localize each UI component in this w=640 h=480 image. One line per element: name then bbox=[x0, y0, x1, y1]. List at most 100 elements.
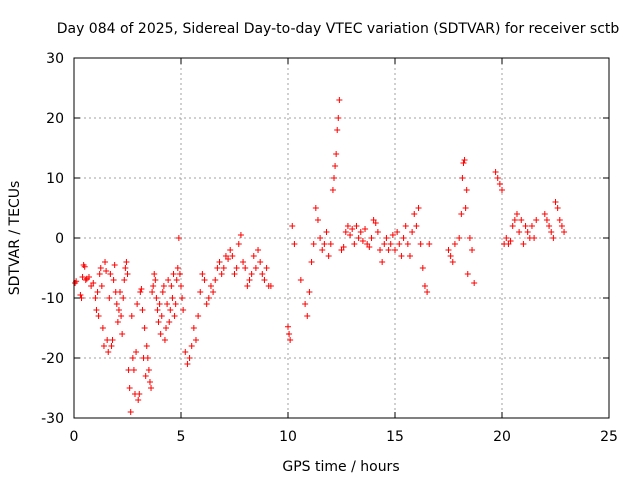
data-point bbox=[561, 229, 568, 235]
data-point bbox=[182, 349, 189, 355]
x-tick-label: 0 bbox=[70, 429, 79, 445]
y-tick-label: -30 bbox=[41, 411, 64, 427]
data-point bbox=[105, 349, 112, 355]
data-point bbox=[109, 337, 116, 343]
data-point bbox=[291, 241, 298, 247]
data-point bbox=[419, 265, 426, 271]
data-point bbox=[128, 313, 135, 319]
data-point bbox=[225, 256, 232, 262]
data-point bbox=[297, 277, 304, 283]
data-point bbox=[165, 277, 172, 283]
data-point bbox=[92, 295, 99, 301]
data-point bbox=[389, 232, 396, 238]
data-point bbox=[113, 301, 120, 307]
data-point bbox=[531, 235, 538, 241]
data-point bbox=[552, 199, 559, 205]
data-point bbox=[106, 295, 113, 301]
data-point bbox=[169, 295, 176, 301]
data-point bbox=[308, 259, 315, 265]
data-point bbox=[171, 313, 178, 319]
data-point bbox=[385, 247, 392, 253]
data-point bbox=[400, 235, 407, 241]
data-point bbox=[336, 97, 343, 103]
data-point bbox=[541, 211, 548, 217]
data-point bbox=[413, 223, 420, 229]
data-point bbox=[159, 289, 166, 295]
data-point bbox=[124, 271, 131, 277]
data-point bbox=[310, 241, 317, 247]
data-point bbox=[507, 238, 514, 244]
data-point bbox=[306, 289, 313, 295]
data-point bbox=[548, 229, 555, 235]
data-point bbox=[246, 277, 253, 283]
data-point bbox=[374, 229, 381, 235]
data-point bbox=[496, 181, 503, 187]
data-point bbox=[138, 286, 145, 292]
data-point bbox=[242, 265, 249, 271]
data-point bbox=[77, 292, 84, 298]
data-point bbox=[459, 175, 466, 181]
x-tick-label: 20 bbox=[493, 429, 511, 445]
data-point bbox=[218, 271, 225, 277]
data-point bbox=[421, 283, 428, 289]
data-point bbox=[351, 241, 358, 247]
data-point bbox=[466, 235, 473, 241]
data-point bbox=[344, 223, 351, 229]
data-point bbox=[342, 229, 349, 235]
data-point bbox=[205, 295, 212, 301]
data-point bbox=[392, 247, 398, 253]
data-point bbox=[127, 409, 134, 415]
data-point bbox=[220, 265, 227, 271]
data-point bbox=[110, 277, 117, 283]
data-point bbox=[513, 211, 520, 217]
data-point bbox=[368, 235, 375, 241]
data-point bbox=[263, 265, 270, 271]
data-point bbox=[156, 301, 163, 307]
data-point bbox=[119, 331, 126, 337]
data-point bbox=[100, 343, 107, 349]
data-point bbox=[117, 289, 124, 295]
data-point bbox=[520, 241, 527, 247]
data-point bbox=[366, 244, 373, 250]
data-point bbox=[331, 175, 338, 181]
data-point bbox=[136, 391, 143, 397]
data-point bbox=[176, 271, 183, 277]
data-point bbox=[81, 263, 88, 270]
data-point bbox=[550, 235, 557, 241]
data-point bbox=[96, 271, 103, 277]
data-point bbox=[152, 277, 159, 283]
data-point bbox=[167, 307, 174, 313]
data-point bbox=[404, 241, 411, 247]
data-point bbox=[286, 331, 293, 337]
data-point bbox=[164, 301, 171, 307]
data-point bbox=[250, 253, 257, 259]
data-point bbox=[445, 247, 452, 253]
data-point bbox=[158, 313, 165, 319]
data-point bbox=[359, 238, 366, 244]
data-point bbox=[461, 157, 468, 163]
y-tick-label: 0 bbox=[55, 231, 64, 247]
data-point bbox=[137, 289, 144, 295]
data-point bbox=[190, 325, 197, 331]
data-point bbox=[168, 283, 175, 289]
data-point bbox=[261, 277, 268, 283]
data-point bbox=[94, 289, 101, 295]
data-points bbox=[72, 97, 568, 415]
data-point bbox=[160, 283, 167, 289]
data-point bbox=[170, 271, 177, 277]
data-point bbox=[323, 229, 330, 235]
data-point bbox=[149, 289, 156, 295]
data-point bbox=[325, 253, 332, 259]
data-point bbox=[173, 277, 180, 283]
data-point bbox=[259, 271, 266, 277]
data-point bbox=[451, 241, 458, 247]
data-point bbox=[516, 229, 523, 235]
data-point bbox=[463, 187, 470, 193]
data-point bbox=[216, 259, 223, 265]
data-point bbox=[556, 217, 563, 223]
data-point bbox=[120, 295, 127, 301]
data-point bbox=[237, 232, 244, 238]
data-point bbox=[210, 289, 217, 295]
data-point bbox=[304, 313, 311, 319]
y-tick-label: -10 bbox=[41, 291, 64, 307]
